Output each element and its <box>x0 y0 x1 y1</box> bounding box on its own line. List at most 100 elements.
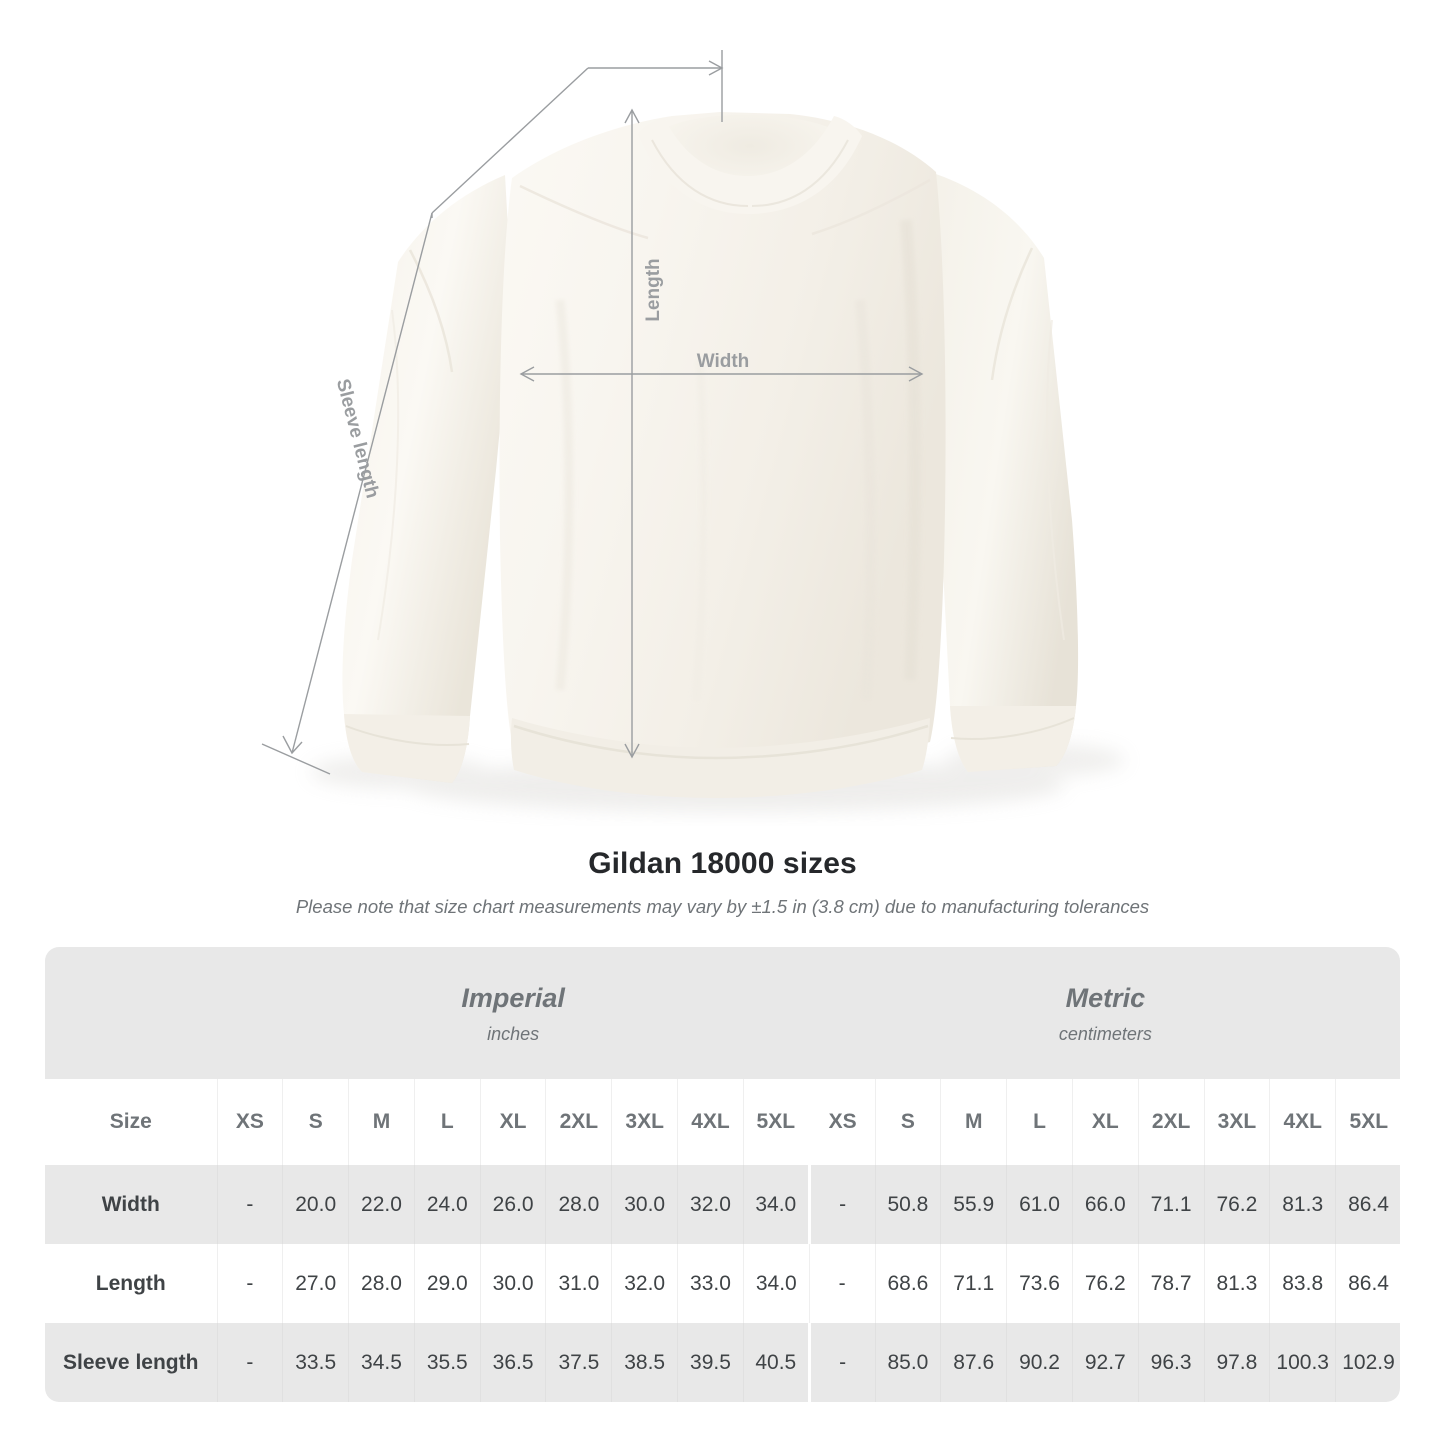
cell-sleeve-length-imperial-5xl: 40.5 <box>743 1323 811 1402</box>
width-label: Width <box>697 351 750 372</box>
cell-length-imperial-s: 27.0 <box>282 1244 350 1323</box>
right-cuff-seam <box>950 717 1075 741</box>
cell-width-imperial-2xl: 28.0 <box>545 1165 613 1244</box>
cell-width-metric-2xl: 71.1 <box>1138 1165 1205 1244</box>
column-header-imperial-m: M <box>348 1079 415 1165</box>
unit-name: Imperial <box>461 983 565 1013</box>
column-header-metric-s: S <box>875 1079 942 1165</box>
right-sleeve-fold <box>990 247 1034 381</box>
left-sleeve-fold <box>408 249 454 373</box>
cell-sleeve-length-metric-3xl: 97.8 <box>1204 1323 1271 1402</box>
table-row: Width -20.0 22.0 24.0 26.0 28.0 30.0 32.0 34.0-5… <box>45 1165 1400 1244</box>
cell-length-imperial-xl: 30.0 <box>480 1244 547 1323</box>
sleeve-length-measure <box>261 212 433 775</box>
cell-sleeve-length-imperial-3xl: 38.5 <box>611 1323 679 1402</box>
left-cuff-seam <box>345 725 470 747</box>
column-header-imperial-s: S <box>282 1079 350 1165</box>
cell-width-imperial-s: 20.0 <box>282 1165 350 1244</box>
cell-length-metric-4xl: 83.8 <box>1269 1244 1337 1323</box>
cell-sleeve-length-metric-4xl: 100.3 <box>1269 1323 1337 1402</box>
cell-width-metric-4xl: 81.3 <box>1269 1165 1337 1244</box>
column-header-imperial-l: L <box>414 1079 481 1165</box>
column-header-imperial-5xl: 5XL <box>743 1079 811 1165</box>
body-folds <box>555 219 921 701</box>
cell-width-metric-xs: - <box>809 1165 876 1244</box>
cell-length-imperial-m: 28.0 <box>348 1244 415 1323</box>
cell-sleeve-length-metric-xl: 92.7 <box>1072 1323 1139 1402</box>
cell-sleeve-length-metric-xs: - <box>809 1323 876 1402</box>
cell-length-metric-xl: 76.2 <box>1072 1244 1139 1323</box>
cell-sleeve-length-metric-l: 90.2 <box>1006 1323 1073 1402</box>
column-header-size: Size <box>45 1079 218 1165</box>
cell-width-imperial-xs: - <box>217 1165 284 1244</box>
cell-width-imperial-4xl: 32.0 <box>677 1165 744 1244</box>
column-header-metric-3xl: 3XL <box>1204 1079 1271 1165</box>
garment-body <box>499 112 946 772</box>
row-label-length: Length <box>45 1244 218 1323</box>
width-measure <box>519 366 924 382</box>
tolerance-note: Please note that size chart measurements… <box>295 896 1150 917</box>
cell-sleeve-length-imperial-s: 33.5 <box>282 1323 350 1402</box>
cell-length-imperial-3xl: 32.0 <box>611 1244 679 1323</box>
garment-illustration: Length Width <box>261 50 1125 812</box>
table-header-row: Size XS S M L XL 2XL 3XL 4XL 5XL XS S M L XL 2XL 3XL 4XL 5… <box>45 1079 1400 1165</box>
cell-width-imperial-m: 22.0 <box>348 1165 415 1244</box>
cell-length-metric-m: 71.1 <box>940 1244 1008 1323</box>
cell-length-metric-3xl: 81.3 <box>1204 1244 1271 1323</box>
cell-length-metric-xs: - <box>809 1244 876 1323</box>
size-table: Imperial inches Metric centimeters Size XS S M L… <box>45 947 1400 1402</box>
cell-sleeve-length-imperial-4xl: 39.5 <box>677 1323 744 1402</box>
table-row: Length -27.0 28.0 29.0 30.0 31.0 32.0 33.0 34.0-… <box>45 1244 1400 1323</box>
cell-width-metric-s: 50.8 <box>875 1165 942 1244</box>
unit-header-metric: Metric centimeters <box>809 947 1400 1079</box>
column-header-metric-xs: XS <box>809 1079 876 1165</box>
unit-spacer-cell <box>45 947 217 1079</box>
cell-length-imperial-4xl: 33.0 <box>677 1244 744 1323</box>
length-label: Length <box>643 258 664 321</box>
unit-subtitle: inches <box>487 1024 540 1044</box>
cell-sleeve-length-imperial-l: 35.5 <box>414 1323 481 1402</box>
waistband-seam <box>513 724 929 760</box>
row-label-width: Width <box>45 1165 218 1244</box>
cell-width-imperial-l: 24.0 <box>414 1165 481 1244</box>
cell-sleeve-length-imperial-xs: - <box>217 1323 284 1402</box>
cell-length-metric-s: 68.6 <box>875 1244 942 1323</box>
collar-seam-right <box>751 139 849 207</box>
sweatshirt-diagram: Length Width <box>261 50 1125 812</box>
cell-length-metric-l: 73.6 <box>1006 1244 1073 1323</box>
column-header-metric-m: M <box>940 1079 1008 1165</box>
column-header-imperial-2xl: 2XL <box>545 1079 613 1165</box>
left-shoulder-seam <box>519 184 649 240</box>
cell-sleeve-length-metric-m: 87.6 <box>940 1323 1008 1402</box>
cell-width-metric-3xl: 76.2 <box>1204 1165 1271 1244</box>
cell-width-imperial-3xl: 30.0 <box>611 1165 679 1244</box>
cell-length-metric-5xl: 86.4 <box>1335 1244 1400 1323</box>
column-header-metric-l: L <box>1006 1079 1073 1165</box>
unit-name: Metric <box>1065 983 1146 1013</box>
cell-sleeve-length-metric-2xl: 96.3 <box>1138 1323 1205 1402</box>
column-header-metric-xl: XL <box>1072 1079 1139 1165</box>
column-header-imperial-xl: XL <box>480 1079 547 1165</box>
column-header-metric-4xl: 4XL <box>1269 1079 1337 1165</box>
left-cuff <box>344 714 470 783</box>
title-block: Gildan 18000 sizes Please note that size… <box>0 845 1445 919</box>
sleeve-top-leader <box>431 50 724 218</box>
cell-length-metric-2xl: 78.7 <box>1138 1244 1205 1323</box>
unit-subtitle: centimeters <box>1058 1024 1152 1044</box>
size-table-wrapper: Imperial inches Metric centimeters Size XS S M L… <box>45 947 1400 1402</box>
cell-sleeve-length-imperial-xl: 36.5 <box>480 1323 547 1402</box>
left-sleeve <box>342 175 512 783</box>
column-header-imperial-xs: XS <box>217 1079 284 1165</box>
table-row: Sleeve length -33.5 34.5 35.5 36.5 37.5 38.5 39… <box>45 1323 1400 1402</box>
cell-width-metric-m: 55.9 <box>940 1165 1008 1244</box>
page-title: Gildan 18000 sizes <box>588 847 857 880</box>
cell-sleeve-length-imperial-m: 34.5 <box>348 1323 415 1402</box>
cell-length-imperial-l: 29.0 <box>414 1244 481 1323</box>
right-sleeve-fold-2 <box>1046 319 1065 641</box>
unit-header-imperial: Imperial inches <box>217 947 810 1079</box>
right-shoulder-seam <box>811 178 931 236</box>
column-header-metric-2xl: 2XL <box>1138 1079 1205 1165</box>
column-header-imperial-4xl: 4XL <box>677 1079 744 1165</box>
cell-length-imperial-2xl: 31.0 <box>545 1244 613 1323</box>
